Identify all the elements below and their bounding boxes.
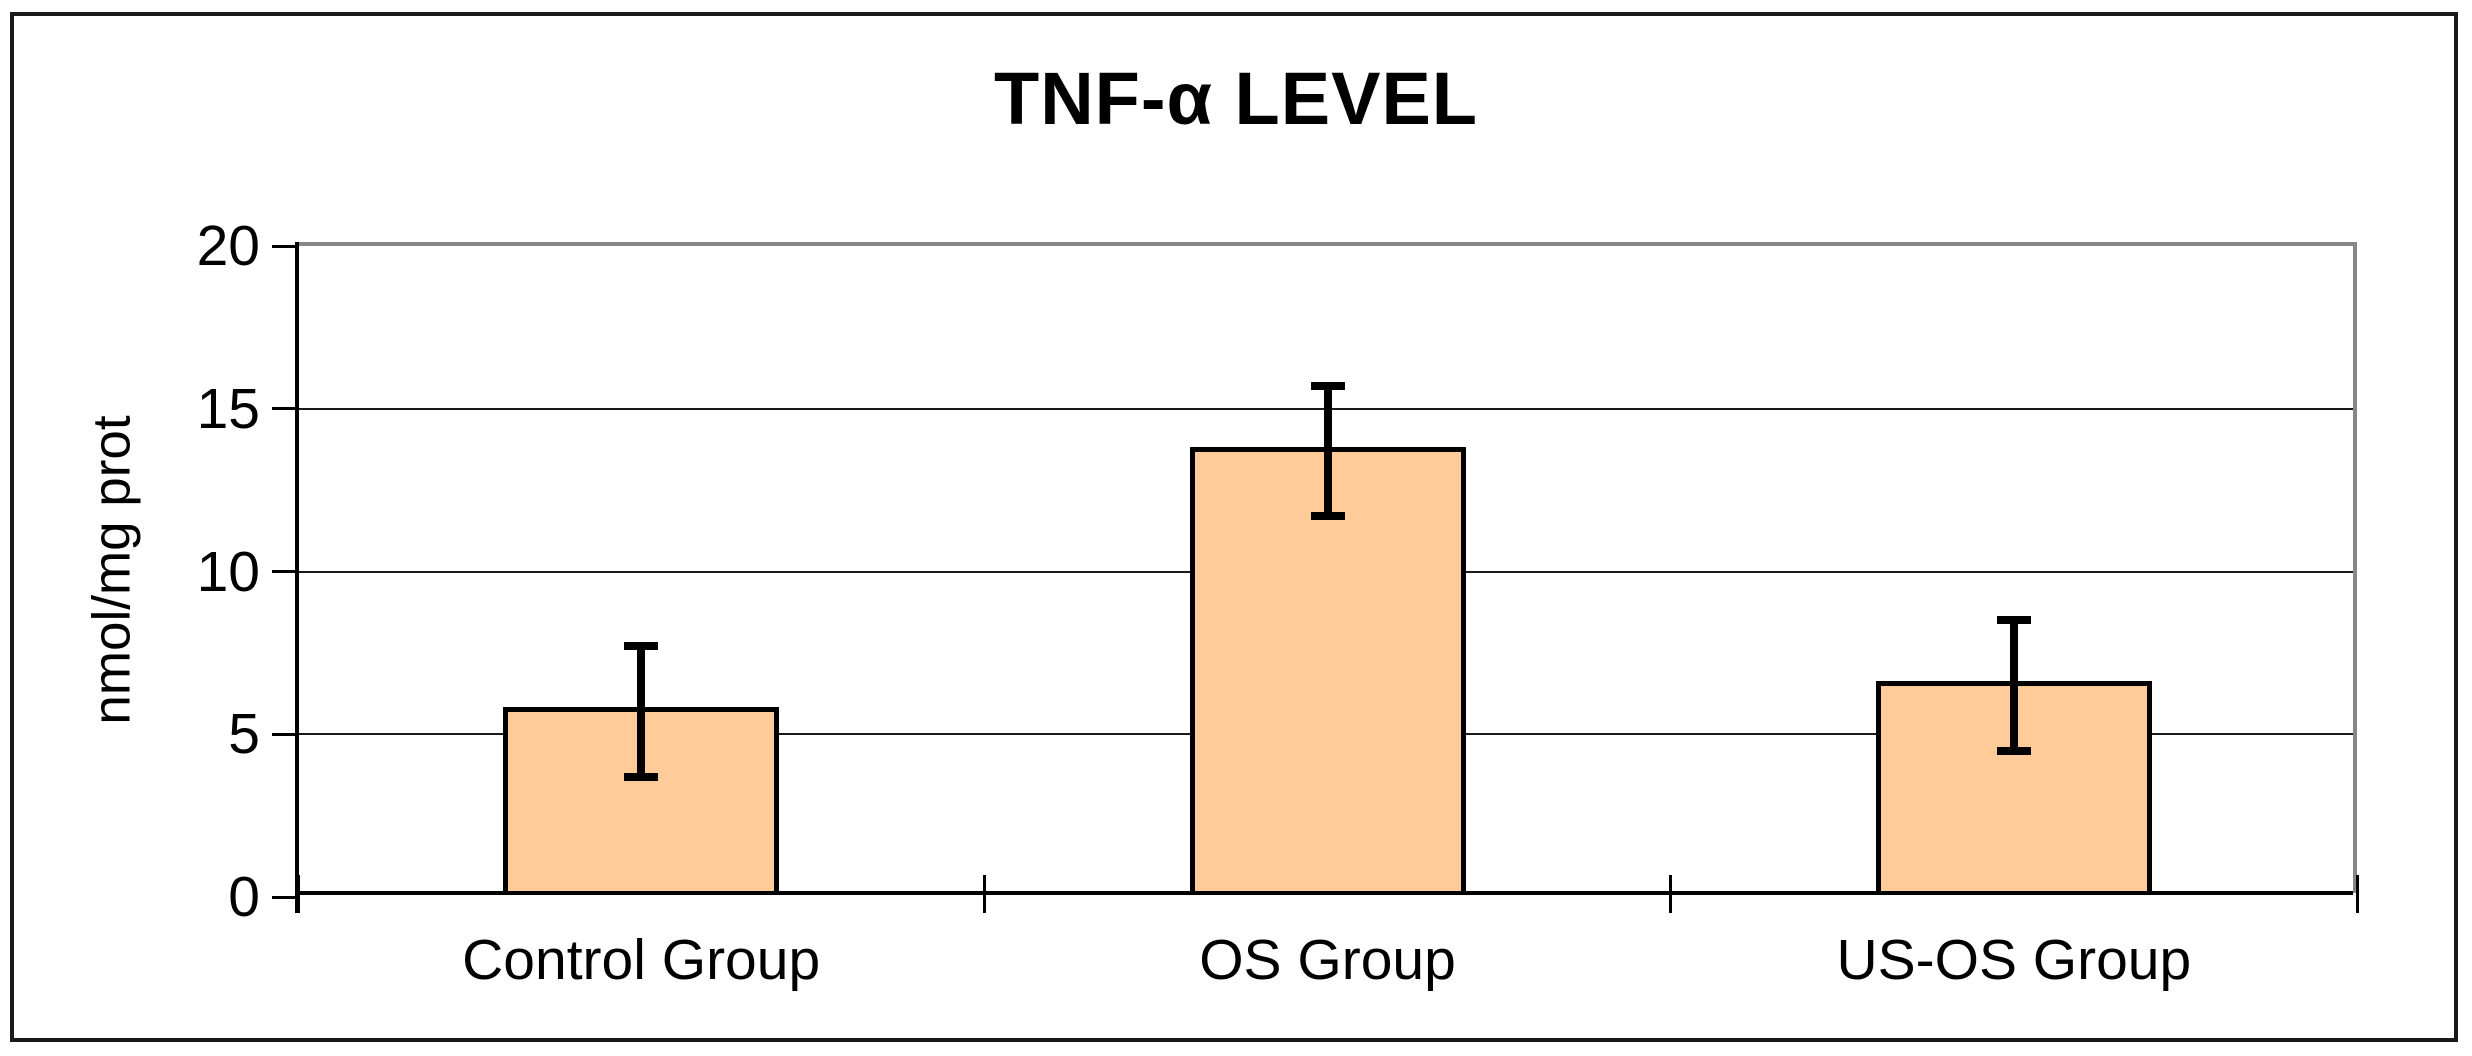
error-bar: [637, 646, 646, 777]
x-axis-tick: [2355, 875, 2359, 913]
error-bar-cap-top: [1310, 381, 1345, 390]
x-tick-label: Control Group: [462, 928, 821, 992]
y-axis-tick: [272, 407, 296, 411]
y-axis: [295, 242, 299, 913]
error-bar-cap-top: [1996, 616, 2031, 625]
y-axis-tick: [272, 570, 296, 573]
x-axis-tick: [982, 875, 986, 913]
y-axis-tick: [272, 244, 296, 248]
y-tick-label: 10: [196, 539, 260, 604]
y-axis-tick: [272, 895, 296, 899]
error-bar-cap-top: [624, 642, 659, 651]
y-tick-label: 0: [228, 865, 260, 929]
bar: [1189, 447, 1466, 893]
x-axis-tick: [296, 875, 300, 913]
error-bar: [1323, 385, 1332, 517]
y-tick-label: 20: [196, 214, 260, 278]
error-bar: [2009, 620, 2018, 751]
x-tick-label: OS Group: [1199, 928, 1456, 992]
error-bar-cap-bottom: [624, 772, 659, 781]
x-axis: [295, 891, 2353, 895]
x-tick-label: US-OS Group: [1836, 928, 2192, 992]
y-tick-label: 5: [228, 702, 260, 767]
plot-area: nmol/mg prot 0 5 10 15 20 Control Group OS Gro…: [83, 217, 2359, 992]
y-tick-label: 15: [196, 376, 260, 441]
chart-title: TNF-α LEVEL: [993, 57, 1479, 140]
y-axis-tick: [272, 732, 296, 736]
error-bar-cap-bottom: [1996, 746, 2031, 755]
error-bar-cap-bottom: [1310, 512, 1345, 521]
x-axis-tick: [1669, 875, 1673, 913]
